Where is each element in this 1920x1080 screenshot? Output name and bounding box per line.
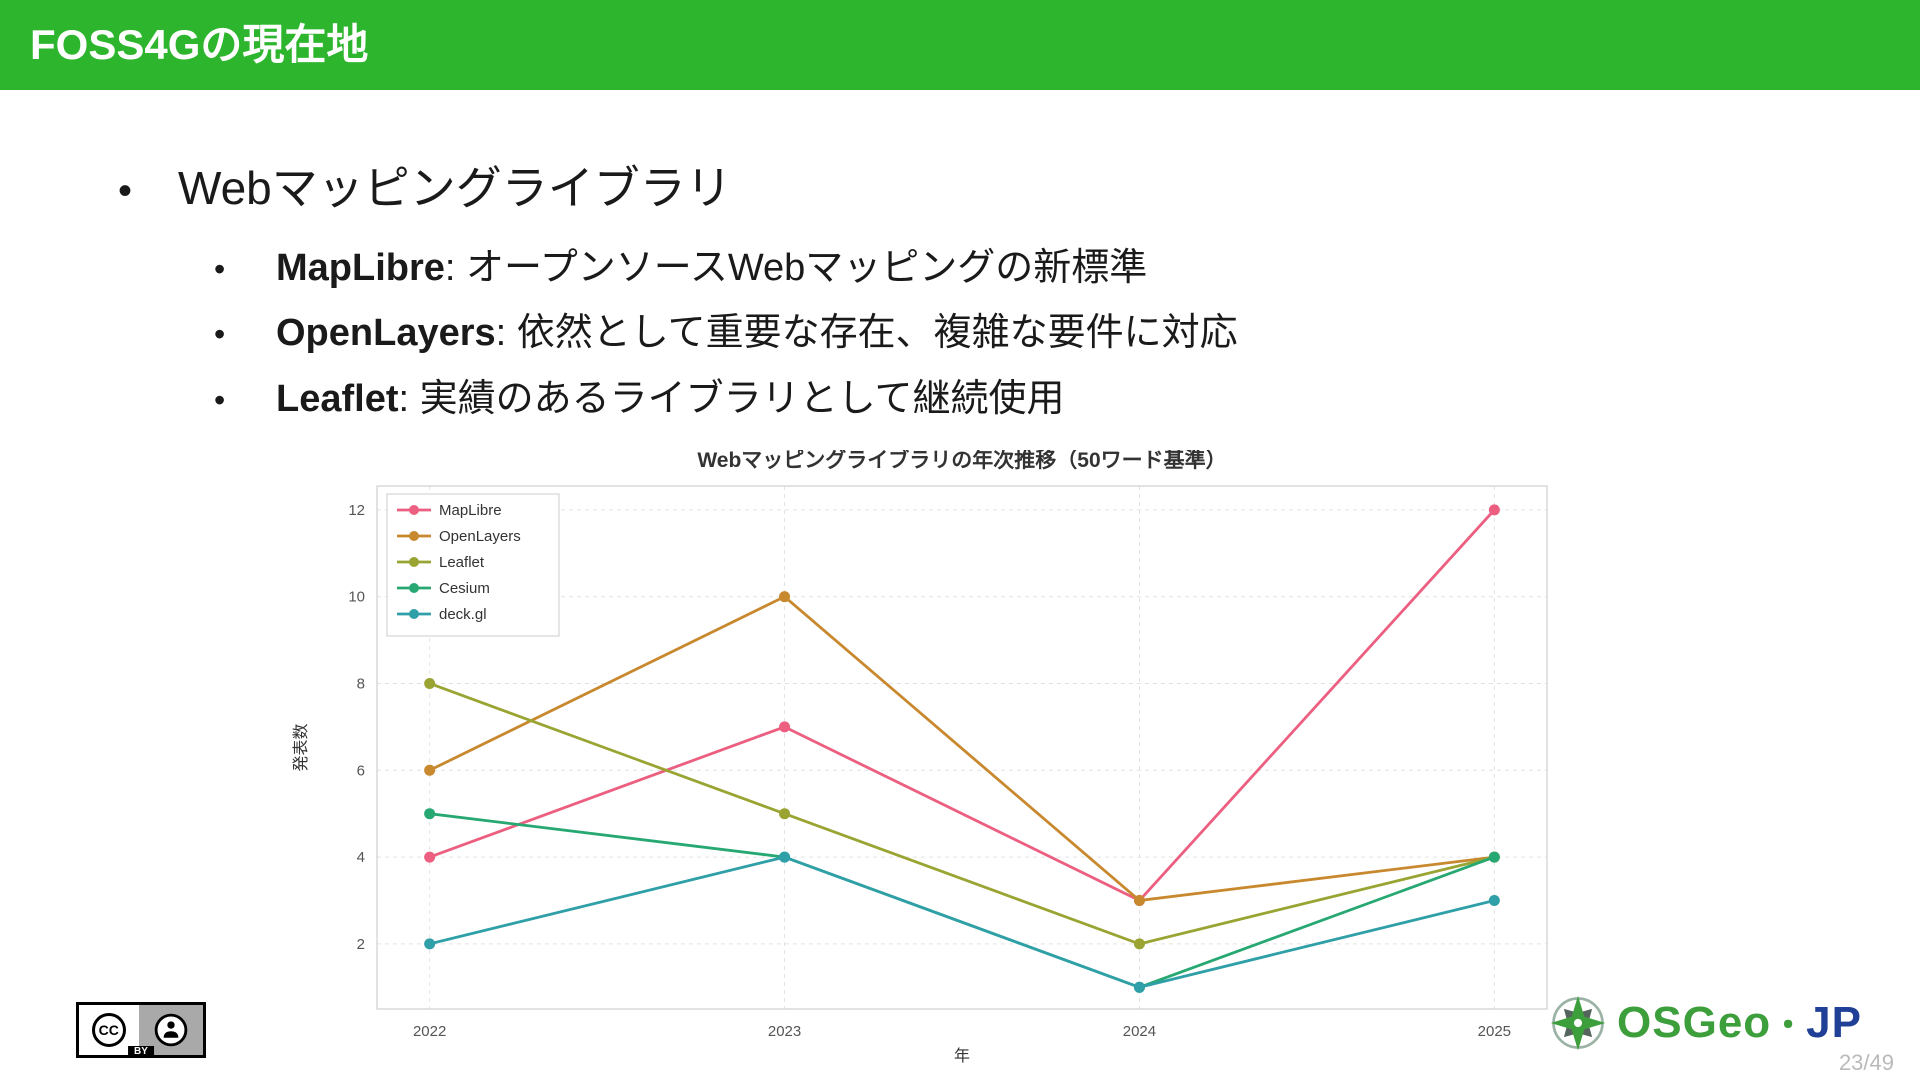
bullet-marker (214, 375, 276, 424)
svg-text:MapLibre: MapLibre (439, 502, 502, 519)
slide-title: FOSS4Gの現在地 (30, 21, 369, 68)
svg-text:2024: 2024 (1123, 1023, 1156, 1040)
library-name: OpenLayers (276, 312, 496, 355)
cc-icon: CC (91, 1013, 126, 1047)
svg-text:8: 8 (357, 675, 365, 692)
chart-series-MapLibre (424, 504, 1500, 906)
svg-text:Leaflet: Leaflet (439, 554, 485, 571)
library-desc: : 依然として重要な存在、複雑な要件に対応 (495, 312, 1238, 355)
svg-text:2025: 2025 (1478, 1023, 1511, 1040)
svg-text:12: 12 (348, 502, 365, 519)
yearly-trend-chart: Webマッピングライブラリの年次推移（50ワード基準） 2 4 6 8 10 12 2022 2… (292, 448, 1548, 1065)
cc-by-badge: CC BY (76, 1002, 206, 1058)
osgeo-logo-blue: JP (1806, 998, 1862, 1047)
library-name: Leaflet (276, 377, 399, 420)
bullet-text: MapLibre: オープンソースWebマッピングの新標準 (276, 244, 1147, 293)
svg-text:2: 2 (357, 936, 365, 953)
osgeo-jp-logo: OSGeo・JP (1549, 994, 1862, 1052)
library-name: MapLibre (276, 247, 445, 289)
library-desc: : 実績のあるライブラリとして継続使用 (398, 377, 1065, 420)
svg-text:OpenLayers: OpenLayers (439, 528, 521, 545)
chart-series-Cesium (424, 808, 1500, 993)
svg-text:4: 4 (357, 849, 365, 866)
bullet-marker (214, 309, 276, 358)
bullet-item-main: Webマッピングライブラリ (118, 152, 1798, 218)
chart-series-OpenLayers (424, 591, 1500, 906)
svg-text:Cesium: Cesium (439, 580, 490, 597)
bullet-item-maplibre: MapLibre: オープンソースWebマッピングの新標準 (214, 244, 1798, 293)
bullet-item-leaflet: Leaflet: 実績のあるライブラリとして継続使用 (214, 375, 1798, 424)
bullet-marker (118, 161, 178, 215)
page-number: 23/49 (1838, 1050, 1894, 1075)
library-desc: : オープンソースWebマッピングの新標準 (444, 247, 1148, 289)
chart-title: Webマッピングライブラリの年次推移（50ワード基準） (697, 450, 1226, 472)
compass-icon (1550, 995, 1606, 1051)
cc-by-label: BY (128, 1046, 154, 1058)
header-bar: FOSS4Gの現在地 (0, 0, 1920, 90)
chart-series-deck.gl (424, 851, 1500, 993)
svg-text:6: 6 (357, 762, 365, 779)
osgeo-logo-separator: ・ (1771, 1007, 1807, 1045)
svg-text:2022: 2022 (413, 1023, 446, 1040)
bullet-list: Webマッピングライブラリ MapLibre: オープンソースWebマッピングの… (118, 152, 1798, 440)
bullet-text: OpenLayers: 依然として重要な存在、複雑な要件に対応 (276, 309, 1238, 358)
osgeo-logo-green: OSGeo (1617, 998, 1772, 1047)
svg-text:deck.gl: deck.gl (439, 606, 487, 623)
osgeo-logo-text: OSGeo・JP (1617, 998, 1862, 1048)
bullet-text: Leaflet: 実績のあるライブラリとして継続使用 (276, 375, 1064, 424)
chart-ylabel: 発表数 (292, 723, 310, 771)
chart-xlabel: 年 (954, 1047, 970, 1064)
chart-legend: MapLibre OpenLayers Leaflet Cesium deck.gl (386, 493, 560, 637)
chart-area: Webマッピングライブラリの年次推移（50ワード基準） 2 4 6 8 10 12 2022 2… (250, 448, 1610, 1065)
bullet-item-openlayers: OpenLayers: 依然として重要な存在、複雑な要件に対応 (214, 309, 1798, 358)
bullet-main-text: Webマッピングライブラリ (178, 162, 732, 214)
bullet-marker (214, 244, 276, 293)
svg-text:10: 10 (348, 589, 365, 606)
svg-text:2023: 2023 (768, 1023, 801, 1040)
person-icon (154, 1013, 188, 1047)
